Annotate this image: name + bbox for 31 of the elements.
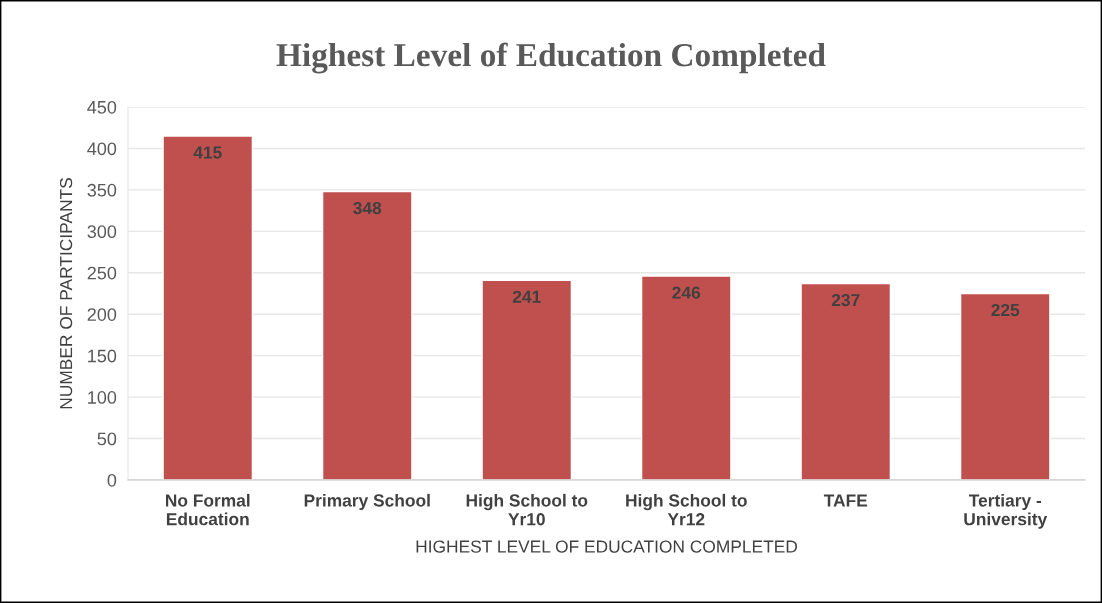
data-label: 415 xyxy=(193,146,222,159)
y-tick-label: 250 xyxy=(87,266,117,280)
x-tick-label: Primary School xyxy=(304,493,430,511)
y-tick-label: 0 xyxy=(107,473,117,487)
data-label: 225 xyxy=(991,303,1020,317)
data-label: 237 xyxy=(831,293,860,307)
bar xyxy=(800,282,892,480)
y-tick-label: 300 xyxy=(87,225,117,239)
bar xyxy=(162,135,254,480)
chart-title: Highest Level of Education Completed xyxy=(276,42,826,74)
bar xyxy=(321,190,413,480)
data-label: 246 xyxy=(672,286,701,299)
x-axis-title: HIGHEST LEVEL OF EDUCATION COMPLETED xyxy=(416,540,797,553)
y-tick-label: 350 xyxy=(87,183,117,197)
data-label: 348 xyxy=(353,201,382,215)
y-tick-label: 100 xyxy=(88,391,117,404)
y-tick-label: 400 xyxy=(87,142,117,156)
bar xyxy=(959,292,1051,480)
y-tick-label: 200 xyxy=(87,308,117,321)
bar xyxy=(481,279,573,480)
x-tick-label: High School to Yr10 xyxy=(466,493,588,526)
bar xyxy=(640,275,732,480)
x-tick-label: Tertiary - University xyxy=(964,493,1048,529)
y-tick-label: 450 xyxy=(87,100,117,114)
x-tick-label: No Formal Education xyxy=(165,493,250,526)
y-tick-label: 150 xyxy=(88,349,117,363)
data-label: 241 xyxy=(512,290,541,303)
y-tick-label: 50 xyxy=(97,432,117,446)
y-axis-title: NUMBER OF PARTICIPANTS xyxy=(59,178,73,409)
x-tick-label: TAFE xyxy=(823,494,868,507)
x-tick-label: High School to Yr12 xyxy=(626,493,747,526)
